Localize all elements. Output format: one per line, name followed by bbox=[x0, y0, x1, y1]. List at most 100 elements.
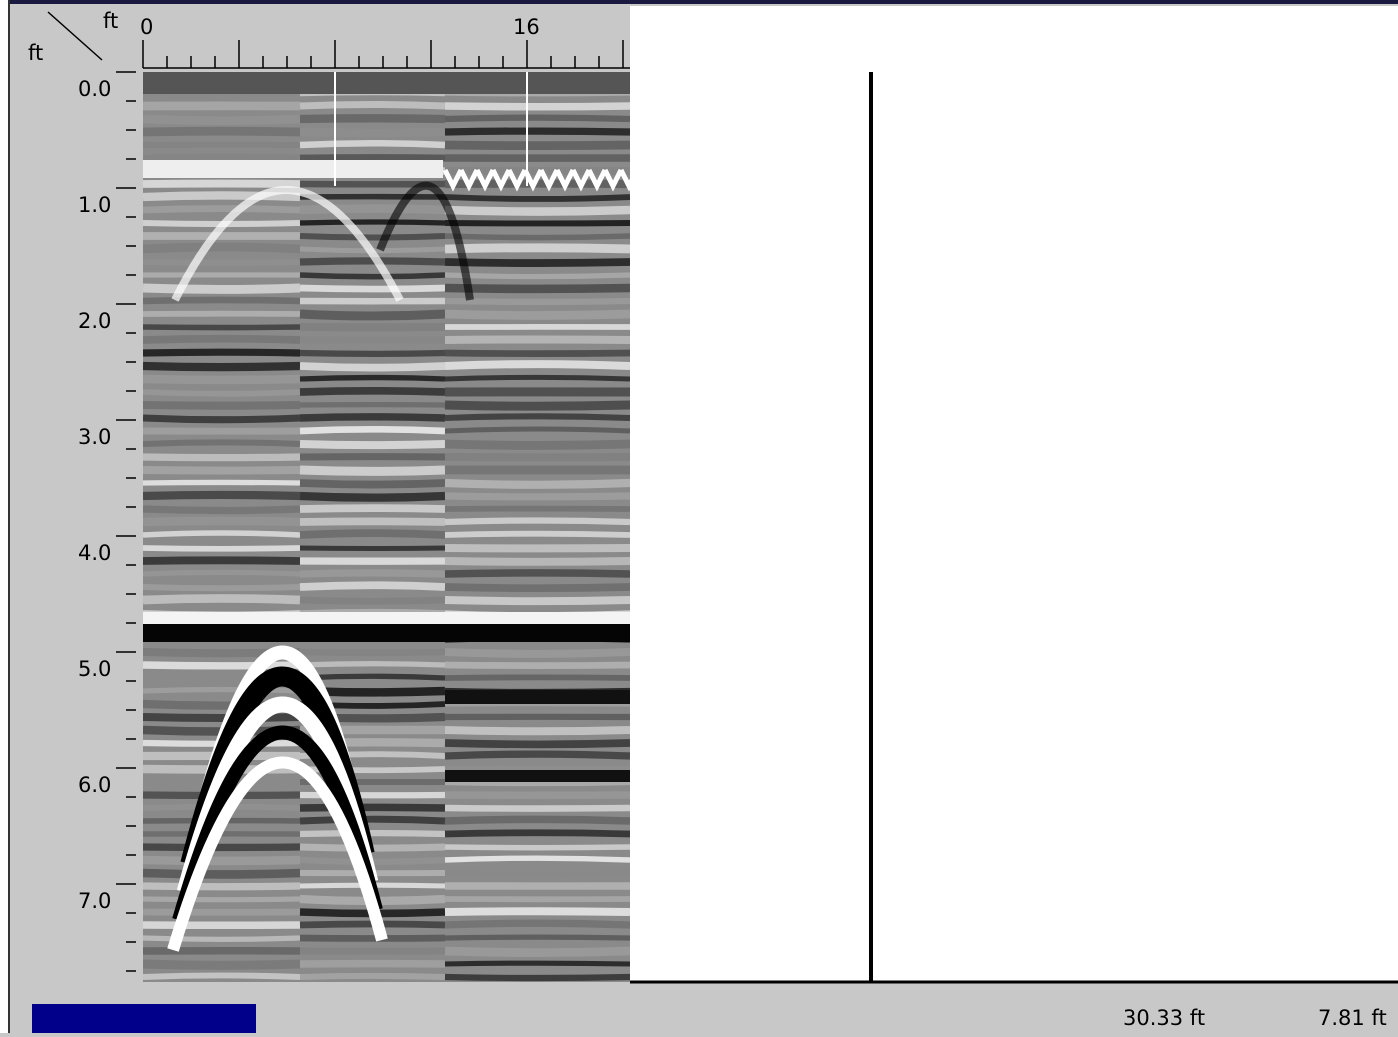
reflector bbox=[445, 847, 630, 848]
reflector bbox=[143, 598, 300, 600]
reflector bbox=[300, 600, 445, 601]
reflector bbox=[445, 652, 630, 654]
reflector bbox=[143, 352, 300, 353]
reflector bbox=[300, 521, 445, 522]
reflector bbox=[143, 262, 300, 263]
reflector bbox=[300, 353, 445, 354]
reflector bbox=[445, 600, 630, 601]
reflector bbox=[300, 132, 445, 133]
reflector bbox=[300, 261, 445, 262]
trace-panel bbox=[630, 6, 1398, 982]
reflector bbox=[143, 533, 300, 535]
reflector bbox=[300, 366, 445, 368]
reflector bbox=[300, 104, 445, 106]
reflector bbox=[143, 572, 300, 574]
gpr-window: ft ft 0160.01.02.03.04.05.06.07.0 30.33 … bbox=[0, 0, 1398, 1033]
reflector bbox=[445, 808, 630, 809]
reflector bbox=[300, 429, 445, 431]
depth-readout: 7.81 ft bbox=[1318, 1006, 1387, 1030]
y-tick-label: 6.0 bbox=[78, 773, 111, 797]
reflector bbox=[143, 495, 300, 496]
reflector bbox=[300, 143, 445, 145]
y-tick-label: 3.0 bbox=[78, 425, 111, 449]
reflector bbox=[445, 483, 630, 485]
reflector bbox=[300, 222, 445, 223]
reflector bbox=[445, 911, 630, 912]
reflector bbox=[300, 664, 445, 665]
y-tick-label: 5.0 bbox=[78, 657, 111, 681]
reflector bbox=[445, 677, 630, 678]
reflector bbox=[445, 587, 630, 588]
reflector bbox=[300, 833, 445, 834]
reflector bbox=[300, 118, 445, 119]
reflector bbox=[143, 548, 300, 549]
layer-band bbox=[445, 690, 630, 704]
reflector bbox=[300, 378, 445, 379]
layer-band bbox=[445, 770, 630, 782]
reflector bbox=[300, 573, 445, 574]
reflector bbox=[300, 236, 445, 238]
reflector bbox=[143, 860, 300, 861]
reflector bbox=[300, 444, 445, 445]
reflector bbox=[445, 288, 630, 289]
left-edge bbox=[0, 0, 9, 1033]
reflector bbox=[300, 533, 445, 535]
reflector bbox=[300, 209, 445, 210]
reflector bbox=[445, 275, 630, 277]
x-tick-label: 0 bbox=[140, 15, 153, 39]
reflector bbox=[445, 923, 630, 925]
y-tick-label: 0.0 bbox=[78, 77, 111, 101]
reflector bbox=[445, 339, 630, 340]
reflector bbox=[300, 652, 445, 653]
reflector bbox=[143, 195, 300, 197]
reflector bbox=[445, 131, 630, 132]
reflector bbox=[300, 483, 445, 485]
reflector bbox=[445, 782, 630, 783]
x-unit: ft bbox=[103, 9, 118, 33]
reflector bbox=[445, 248, 630, 249]
reflector bbox=[300, 548, 445, 549]
reflector bbox=[143, 327, 300, 328]
reflector bbox=[445, 118, 630, 119]
reflector bbox=[445, 106, 630, 107]
reflector bbox=[143, 964, 300, 965]
reflector bbox=[143, 717, 300, 718]
reflector bbox=[445, 405, 630, 406]
reflector bbox=[143, 300, 300, 301]
reflector bbox=[445, 197, 630, 199]
reflector bbox=[143, 418, 300, 420]
y-tick-label: 1.0 bbox=[78, 193, 111, 217]
reflector bbox=[143, 509, 300, 510]
reflector bbox=[143, 442, 300, 444]
y-unit: ft bbox=[28, 41, 43, 65]
reflector bbox=[445, 444, 630, 445]
reflector bbox=[445, 819, 630, 821]
reflector bbox=[143, 975, 300, 977]
reflector bbox=[300, 157, 445, 158]
reflector bbox=[445, 873, 630, 874]
reflector bbox=[445, 364, 630, 366]
reflector bbox=[143, 209, 300, 210]
surface-band bbox=[143, 160, 443, 178]
reflector bbox=[300, 676, 445, 678]
layer-band bbox=[143, 624, 630, 642]
reflector bbox=[445, 665, 630, 666]
y-tick-label: 4.0 bbox=[78, 541, 111, 565]
reflector bbox=[143, 665, 300, 666]
reflector bbox=[445, 573, 630, 574]
y-tick-label: 7.0 bbox=[78, 889, 111, 913]
reflector bbox=[143, 131, 300, 132]
reflector bbox=[143, 521, 300, 522]
y-tick-label: 2.0 bbox=[78, 309, 111, 333]
reflector bbox=[300, 496, 445, 498]
reflector bbox=[445, 301, 630, 302]
reflector bbox=[143, 157, 300, 158]
reflector bbox=[445, 977, 630, 978]
reflector bbox=[143, 379, 300, 380]
reflector bbox=[143, 938, 300, 939]
reflector bbox=[300, 819, 445, 821]
reflector bbox=[143, 560, 300, 561]
x-tick-label: 16 bbox=[513, 15, 540, 39]
reflector bbox=[445, 561, 630, 562]
reflector bbox=[445, 951, 630, 953]
